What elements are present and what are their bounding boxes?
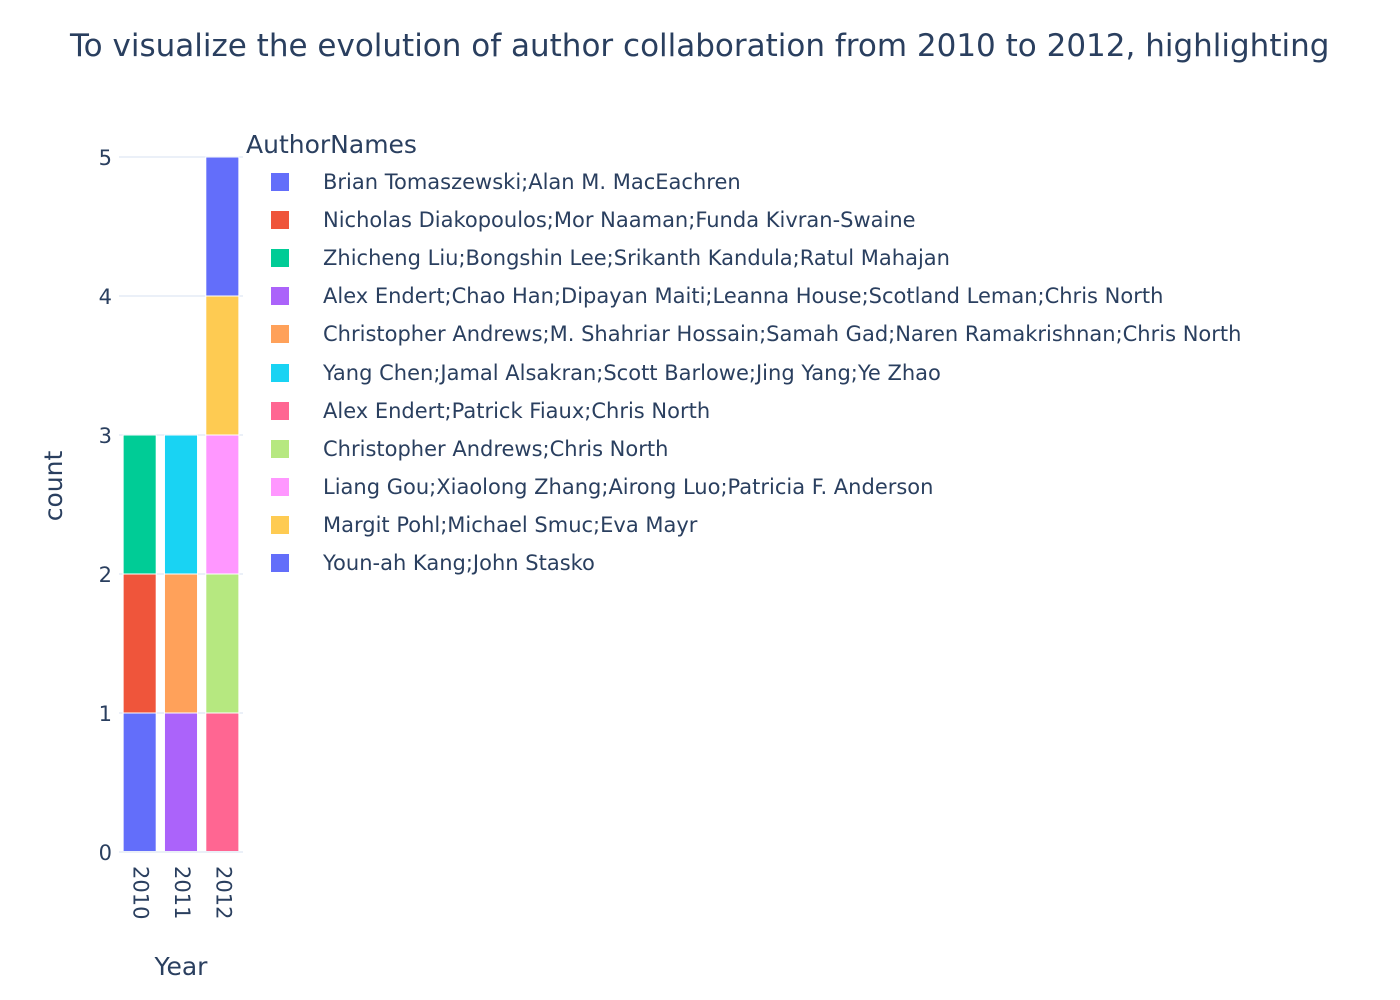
legend-item[interactable]: Nicholas Diakopoulos;Mor Naaman;Funda Ki… (246, 201, 1241, 239)
y-tick-label: 2 (99, 563, 112, 587)
legend-swatch (271, 363, 289, 382)
legend-item[interactable]: Brian Tomaszewski;Alan M. MacEachren (246, 163, 1241, 201)
bar-segment (163, 712, 199, 853)
legend-label: Brian Tomaszewski;Alan M. MacEachren (323, 170, 741, 195)
legend-item[interactable]: Alex Endert;Chao Han;Dipayan Maiti;Leann… (246, 277, 1241, 315)
legend-label: Alex Endert;Patrick Fiaux;Chris North (323, 398, 711, 423)
legend-swatch (271, 249, 289, 268)
axes: 0 1 2 3 4 5 2010 2011 2012 (99, 146, 243, 919)
bar-segment (122, 434, 157, 575)
legend-label: Zhicheng Liu;Bongshin Lee;Srikanth Kandu… (323, 246, 950, 271)
legend-item[interactable]: Margit Pohl;Michael Smuc;Eva Mayr (246, 506, 1241, 544)
legend-label: Alex Endert;Chao Han;Dipayan Maiti;Leann… (323, 284, 1164, 309)
x-axis-label: Year (154, 952, 209, 981)
legend-item[interactable]: Liang Gou;Xiaolong Zhang;Airong Luo;Patr… (246, 468, 1241, 506)
legend-item[interactable]: Yang Chen;Jamal Alsakran;Scott Barlowe;J… (246, 353, 1241, 391)
bar-segment (122, 573, 157, 714)
legend-swatch (271, 325, 289, 344)
legend-swatch (271, 553, 289, 572)
legend-item[interactable]: Alex Endert;Patrick Fiaux;Chris North (246, 392, 1241, 430)
y-tick-label: 1 (99, 702, 112, 726)
bar-segment (122, 712, 157, 853)
bars (122, 156, 240, 853)
x-tick-label: 2010 (129, 866, 153, 919)
y-tick-label: 3 (99, 424, 112, 448)
y-axis-label: count (39, 451, 68, 522)
legend-label: Margit Pohl;Michael Smuc;Eva Mayr (323, 512, 698, 537)
legend-swatch (271, 439, 289, 458)
y-tick-label: 5 (99, 146, 112, 170)
legend-label: Christopher Andrews;M. Shahriar Hossain;… (323, 322, 1242, 347)
y-tick-label: 4 (99, 285, 112, 309)
legend-label: Liang Gou;Xiaolong Zhang;Airong Luo;Patr… (323, 474, 934, 499)
x-tick-label: 2011 (170, 866, 194, 919)
legend-swatch (271, 401, 289, 420)
legend-item[interactable]: Youn-ah Kang;John Stasko (246, 544, 1241, 582)
bar-segment (205, 434, 240, 575)
bar-segment (205, 712, 240, 853)
legend-item[interactable]: Zhicheng Liu;Bongshin Lee;Srikanth Kandu… (246, 239, 1241, 277)
legend-swatch (271, 477, 289, 496)
legend-label: Christopher Andrews;Chris North (323, 436, 669, 461)
legend-item[interactable]: Christopher Andrews;M. Shahriar Hossain;… (246, 315, 1241, 353)
legend-label: Youn-ah Kang;John Stasko (323, 550, 595, 575)
chart-title: To visualize the evolution of author col… (70, 28, 1330, 64)
legend-swatch (271, 287, 289, 306)
bar-segment (205, 295, 240, 436)
legend-label: Nicholas Diakopoulos;Mor Naaman;Funda Ki… (323, 208, 916, 233)
legend-swatch (271, 211, 289, 230)
legend-label: Yang Chen;Jamal Alsakran;Scott Barlowe;J… (323, 360, 941, 385)
legend: AuthorNames Brian Tomaszewski;Alan M. Ma… (246, 130, 1241, 582)
bar-segment (163, 573, 199, 714)
x-tick-label: 2012 (211, 866, 235, 919)
legend-items: Brian Tomaszewski;Alan M. MacEachren Nich… (246, 163, 1241, 582)
legend-swatch (271, 515, 289, 534)
legend-swatch (271, 173, 289, 192)
y-tick-label: 0 (99, 841, 112, 865)
legend-item[interactable]: Christopher Andrews;Chris North (246, 430, 1241, 468)
bar-segment (163, 434, 199, 575)
legend-title: AuthorNames (246, 130, 417, 159)
bar-segment (205, 156, 240, 297)
bar-segment (205, 573, 240, 714)
